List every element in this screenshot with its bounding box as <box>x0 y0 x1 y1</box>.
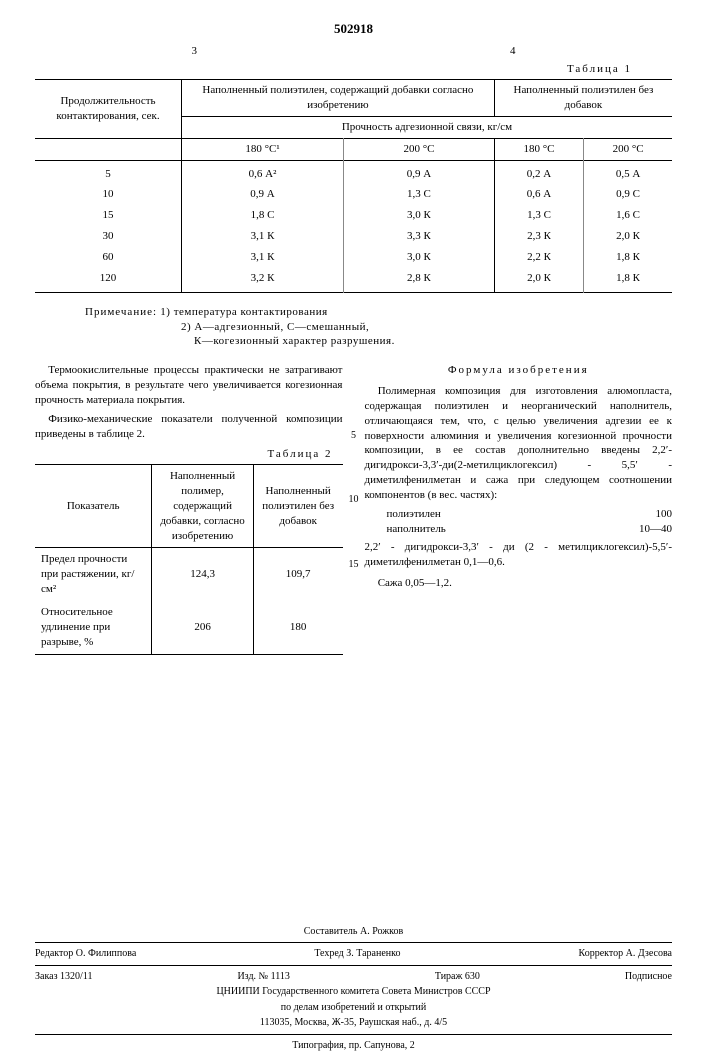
t1-cell: 0,2 А <box>494 160 583 184</box>
line-number-10: 10 <box>349 493 359 507</box>
comp1-val: 100 <box>656 507 673 522</box>
footer-compiler: Составитель А. Рожков <box>35 925 672 939</box>
t1-cell: 3,0 К <box>344 247 495 268</box>
t2-cell: 180 <box>253 601 342 654</box>
footer-order: Заказ 1320/11 <box>35 970 92 984</box>
note1: 1) температура контактирования <box>160 306 327 318</box>
t1-cell: 3,3 К <box>344 226 495 247</box>
footer-tech: Техред З. Тараненко <box>314 947 400 961</box>
t1-cell: 1,3 С <box>344 184 495 205</box>
page-num-left: 3 <box>35 44 354 59</box>
footer-addr: 113035, Москва, Ж-35, Раушская наб., д. … <box>35 1016 672 1030</box>
footer-corrector: Корректор А. Дзесова <box>579 947 672 961</box>
formula-saza: Сажа 0,05—1,2. <box>365 576 673 591</box>
t1-cell: 1,6 С <box>584 205 672 226</box>
t1-cell: 30 <box>35 226 182 247</box>
t2-cell: 124,3 <box>152 548 253 601</box>
right-column: Формула изобретения Полимерная композици… <box>365 363 673 654</box>
t1-cell: 1,8 С <box>182 205 344 226</box>
t1-cell: 10 <box>35 184 182 205</box>
t1-rowhead2: контактирования, сек. <box>56 110 159 122</box>
t1-col1: 180 °C¹ <box>182 138 344 160</box>
t1-cell: 3,2 К <box>182 268 344 292</box>
t1-cell: 1,8 К <box>584 247 672 268</box>
t1-cell: 15 <box>35 205 182 226</box>
comp1-name: полиэтилен <box>387 507 441 522</box>
t1-cell: 5 <box>35 160 182 184</box>
t2-cell: 109,7 <box>253 548 342 601</box>
footer-editor: Редактор О. Филиппова <box>35 947 136 961</box>
t1-cell: 2,0 К <box>494 268 583 292</box>
table2: Показатель Наполненный полимер, содержащ… <box>35 464 343 654</box>
comp2-val: 10—40 <box>639 522 672 537</box>
note-label: Примечание: <box>85 306 157 318</box>
t1-col2: 200 °C <box>344 138 495 160</box>
page-num-right: 4 <box>354 44 673 59</box>
t1-cell: 60 <box>35 247 182 268</box>
footer-izd: Изд. № 1113 <box>237 970 289 984</box>
t1-cell: 3,0 К <box>344 205 495 226</box>
t1-cell: 0,5 А <box>584 160 672 184</box>
formula-line2: 2,2′ - дигидрокси-3,3′ - ди (2 - метилци… <box>365 540 673 570</box>
t1-subhead: Прочность адгезионной связи, кг/см <box>182 116 673 138</box>
formula-title: Формула изобретения <box>365 363 673 378</box>
t1-cell: 0,6 А² <box>182 160 344 184</box>
line-number-5: 5 <box>351 429 356 443</box>
component-list: полиэтилен 100 наполнитель 10—40 <box>387 507 673 537</box>
para1: Термоокислительные процессы практически … <box>35 363 343 408</box>
t1-cell: 1,3 С <box>494 205 583 226</box>
comp2-name: наполнитель <box>387 522 446 537</box>
t1-cell: 2,3 К <box>494 226 583 247</box>
t2-cell: Относительное удлинение при разрыве, % <box>35 601 152 654</box>
t1-group1: Наполненный полиэтилен, содержащий добав… <box>182 80 495 117</box>
footer-typo: Типография, пр. Сапунова, 2 <box>35 1039 672 1053</box>
formula-body: Полимерная композиция для изготовления а… <box>365 384 673 503</box>
para2: Физико-механические показатели полученно… <box>35 412 343 442</box>
t1-group2: Наполненный полиэтилен без добавок <box>494 80 672 117</box>
t2-head2: Наполненный полимер, содержащий добавки,… <box>152 465 253 548</box>
t1-cell: 3,1 К <box>182 226 344 247</box>
t2-head1: Показатель <box>35 465 152 548</box>
t2-cell: 206 <box>152 601 253 654</box>
footer-tiraz: Тираж 630 <box>435 970 480 984</box>
t1-cell: 0,9 А <box>344 160 495 184</box>
footer-sub: Подписное <box>625 970 672 984</box>
t1-col4: 200 °C <box>584 138 672 160</box>
footer-org1: ЦНИИПИ Государственного комитета Совета … <box>35 985 672 999</box>
t2-head3: Наполненный полиэтилен без добавок <box>253 465 342 548</box>
t1-cell: 1,8 К <box>584 268 672 292</box>
t1-cell: 2,8 К <box>344 268 495 292</box>
note3: К—когезионный характер разрушения. <box>194 335 395 347</box>
t1-cell: 0,9 А <box>182 184 344 205</box>
t1-cell: 0,9 С <box>584 184 672 205</box>
t1-cell: 3,1 К <box>182 247 344 268</box>
note2: 2) А—адгезионный, С—смешанный, <box>181 321 369 333</box>
footer-org2: по делам изобретений и открытий <box>35 1001 672 1015</box>
t2-cell: Предел прочности при растяжении, кг/см² <box>35 548 152 601</box>
t1-cell: 2,2 К <box>494 247 583 268</box>
t1-cell: 120 <box>35 268 182 292</box>
t1-cell: 2,0 К <box>584 226 672 247</box>
table1-note: Примечание: 1) температура контактирован… <box>85 305 672 350</box>
line-number-15: 15 <box>349 558 359 572</box>
table2-label: Таблица 2 <box>35 447 333 462</box>
t1-rowhead1: Продолжительность <box>60 95 155 107</box>
table1-label: Таблица 1 <box>35 62 672 77</box>
footer: Составитель А. Рожков Редактор О. Филипп… <box>35 925 672 1053</box>
t1-col3: 180 °C <box>494 138 583 160</box>
t1-cell: 0,6 А <box>494 184 583 205</box>
patent-number: 502918 <box>35 20 672 38</box>
left-column: Термоокислительные процессы практически … <box>35 363 343 654</box>
table1: Продолжительность контактирования, сек. … <box>35 79 672 298</box>
